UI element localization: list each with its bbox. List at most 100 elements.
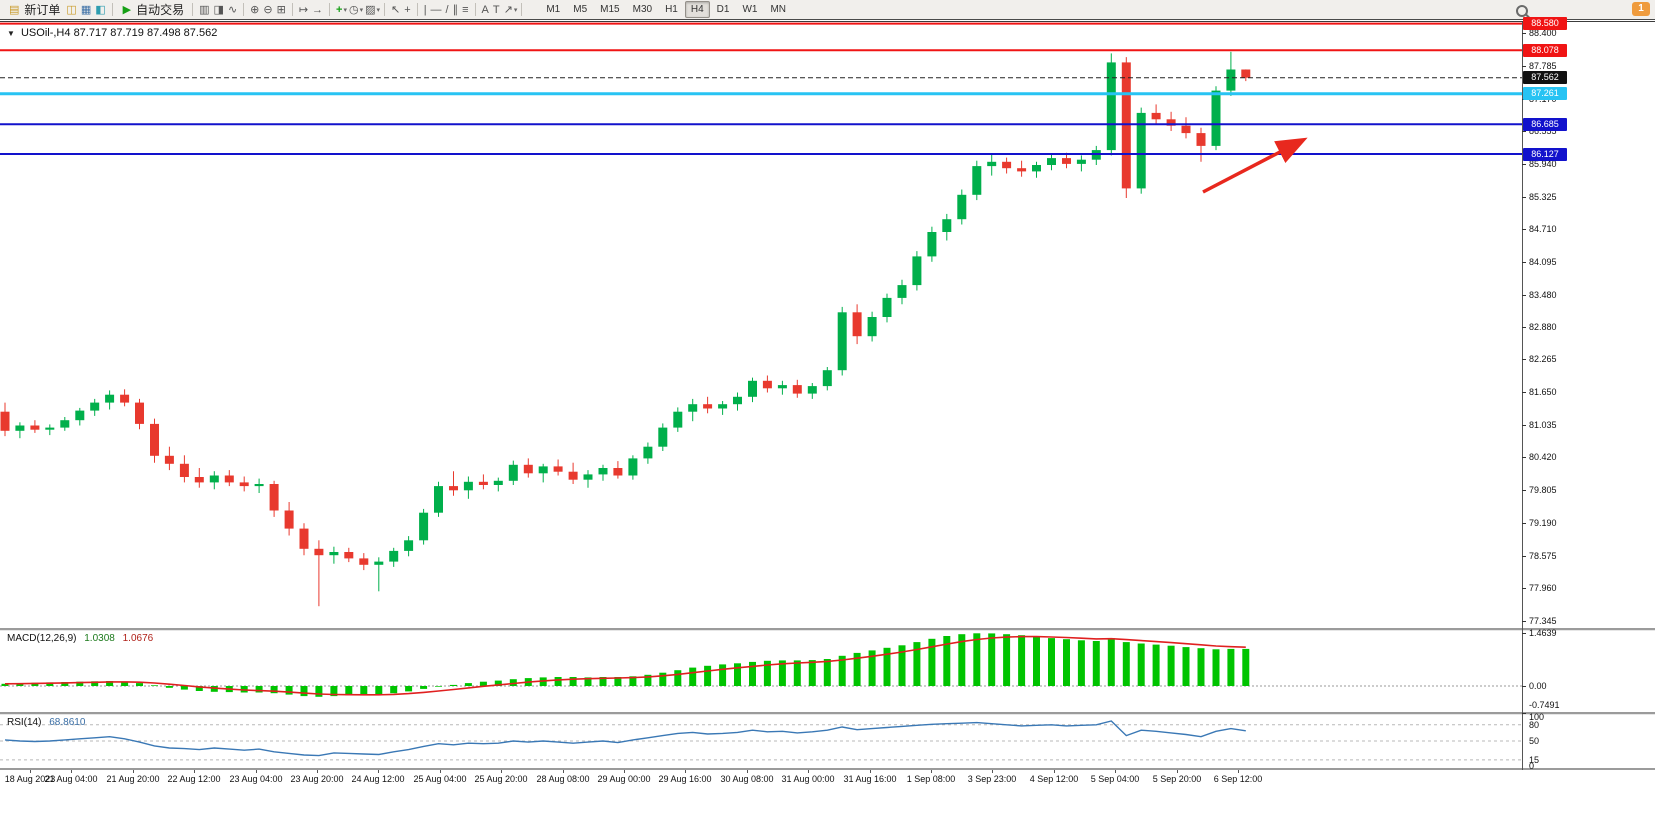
toolbar-separator	[521, 3, 523, 16]
timeframe-button-h4[interactable]: H4	[684, 1, 710, 18]
fibonacci-tool-icon[interactable]: ≡	[462, 3, 469, 16]
time-tick-mark	[317, 770, 318, 773]
time-tick-mark	[870, 770, 871, 773]
timeframe-button-m1[interactable]: M1	[546, 4, 561, 15]
market-watch-icon[interactable]: ▦	[80, 3, 92, 16]
time-tick-mark	[71, 770, 72, 773]
new-order-label: 新订单	[24, 3, 61, 17]
notification-badge[interactable]: 1	[1632, 2, 1650, 16]
top-toolbar: ▤ 新订单 ◫ ▦ ◧ ▶ 自动交易 ▥ ◨ ∿ ⊕ ⊖ ⊞ ↦ → + ▾ ◷…	[0, 0, 1655, 20]
collapse-triangle-icon[interactable]: ▼	[7, 29, 15, 38]
price-axis-label: 85.325	[1529, 191, 1557, 202]
macd-indicator-pane[interactable]	[0, 630, 1522, 712]
search-icon[interactable]	[1516, 5, 1528, 17]
price-axis-label: 81.650	[1529, 387, 1557, 397]
time-tick-mark	[440, 770, 441, 773]
profiles-icon[interactable]: ◫	[66, 3, 77, 16]
price-axis-label: 79.190	[1529, 517, 1557, 528]
rsi-axis[interactable]: 100 80 50 15 0	[1522, 712, 1652, 771]
crosshair-icon[interactable]: +	[404, 3, 411, 16]
arrow-tools-icon[interactable]: ↗	[503, 3, 513, 16]
vertical-line-tool-icon[interactable]: |	[423, 3, 427, 16]
time-tick-mark	[747, 770, 748, 773]
price-level-badge: 86.127	[1523, 147, 1567, 161]
main-chart-canvas[interactable]	[0, 22, 1522, 628]
time-axis-label: 31 Aug 16:00	[843, 774, 897, 784]
new-order-button[interactable]: ▤ 新订单	[3, 1, 64, 19]
horizontal-line-tool-icon[interactable]: —	[430, 3, 442, 16]
toolbar-separator	[192, 3, 194, 16]
time-axis-label: 21 Aug 04:00	[44, 774, 98, 784]
candlestick-chart-icon[interactable]: ◨	[213, 3, 224, 16]
time-tick-mark	[501, 770, 502, 773]
macd-name: MACD(12,26,9)	[7, 633, 77, 644]
chevron-down-icon[interactable]: ▾	[359, 6, 364, 14]
navigator-icon[interactable]: ◧	[95, 3, 106, 16]
timeframe-button-h1[interactable]: H1	[665, 4, 678, 15]
indicators-add-icon[interactable]: +	[336, 3, 343, 16]
chevron-down-icon[interactable]: ▾	[376, 6, 381, 14]
price-level-badge: 88.580	[1523, 17, 1567, 31]
price-level-badge: 87.562	[1523, 71, 1567, 85]
price-axis-label: 87.785	[1529, 60, 1557, 71]
text-tool-button[interactable]: A	[481, 3, 489, 16]
timeframe-button-m5[interactable]: M5	[573, 4, 588, 15]
timeframe-button-w1[interactable]: W1	[742, 4, 758, 15]
pane-separator[interactable]	[0, 628, 1655, 631]
time-tick-mark	[624, 770, 625, 773]
chevron-down-icon[interactable]: ▾	[343, 6, 347, 14]
price-tick-mark	[1522, 294, 1526, 296]
macd-main-value: 1.0308	[84, 633, 115, 644]
time-axis-label: 29 Aug 00:00	[597, 774, 651, 784]
price-axis-label: 81.035	[1529, 419, 1557, 430]
candlestick-plot	[0, 22, 1522, 607]
zoom-in-icon[interactable]: ⊕	[250, 3, 260, 16]
cursor-icon[interactable]: ↖	[391, 3, 401, 16]
time-axis[interactable]: 18 Aug 2023 21 Aug 04:00 21 Aug 20:00 22 Au…	[0, 770, 1655, 788]
auto-scroll-icon[interactable]: ↦	[298, 3, 309, 16]
label-tool-button[interactable]: T	[492, 3, 500, 16]
bar-chart-icon[interactable]: ▥	[199, 3, 210, 16]
trendline-tool-icon[interactable]: /	[445, 3, 449, 16]
price-axis-label: 86.555	[1529, 126, 1557, 137]
price-tick-mark	[1522, 522, 1526, 524]
timeframe-button-mn[interactable]: MN	[770, 4, 787, 15]
macd-axis[interactable]: 1.4639 0.00 -0.7491	[1522, 628, 1652, 714]
price-tick-mark	[1522, 196, 1526, 198]
price-axis[interactable]: 88.40087.78587.17086.55585.94085.32584.7…	[1522, 17, 1652, 770]
time-tick-mark	[194, 770, 195, 773]
time-axis-label: 22 Aug 12:00	[167, 774, 221, 784]
pane-separator[interactable]	[0, 712, 1655, 715]
chevron-down-icon[interactable]: ▾	[513, 6, 518, 14]
toolbar-separator	[291, 3, 293, 16]
auto-trading-button[interactable]: ▶ 自动交易	[117, 1, 188, 19]
toolbar-separator	[416, 3, 418, 16]
rsi-axis-label: 80	[1529, 720, 1540, 730]
time-axis-label: 31 Aug 00:00	[781, 774, 835, 784]
rsi-indicator-pane[interactable]	[0, 714, 1522, 768]
grid-icon[interactable]: ⊞	[276, 3, 286, 16]
price-axis-label: 78.575	[1529, 550, 1557, 561]
time-tick-mark	[1177, 770, 1178, 773]
macd-plot	[0, 633, 1522, 697]
price-axis-label: 84.095	[1529, 257, 1557, 267]
channel-tool-icon[interactable]: ∥	[452, 3, 459, 16]
periods-clock-icon[interactable]: ◷	[348, 3, 359, 16]
trend-arrow-annotation	[1202, 137, 1308, 194]
zoom-out-icon[interactable]: ⊖	[263, 3, 273, 16]
line-chart-icon[interactable]: ∿	[227, 3, 238, 16]
rsi-value: 68.8610	[49, 717, 86, 728]
time-axis-label: 5 Sep 20:00	[1152, 774, 1202, 784]
timeframe-button-d1[interactable]: D1	[716, 4, 730, 15]
timeframe-button-m30[interactable]: M30	[632, 4, 653, 15]
template-icon[interactable]: ▨	[365, 3, 376, 16]
time-axis-label: 3 Sep 23:00	[967, 774, 1017, 784]
time-tick-mark	[1054, 770, 1055, 773]
toolbar-separator	[243, 3, 245, 16]
time-tick-mark	[563, 770, 564, 773]
timeframe-button-m15[interactable]: M15	[600, 4, 620, 15]
chart-ohlc-values: 87.717 87.719 87.498 87.562	[73, 27, 218, 39]
chart-shift-icon[interactable]: →	[312, 3, 324, 16]
time-tick-mark	[133, 770, 134, 773]
time-axis-label: 24 Aug 12:00	[351, 774, 405, 784]
